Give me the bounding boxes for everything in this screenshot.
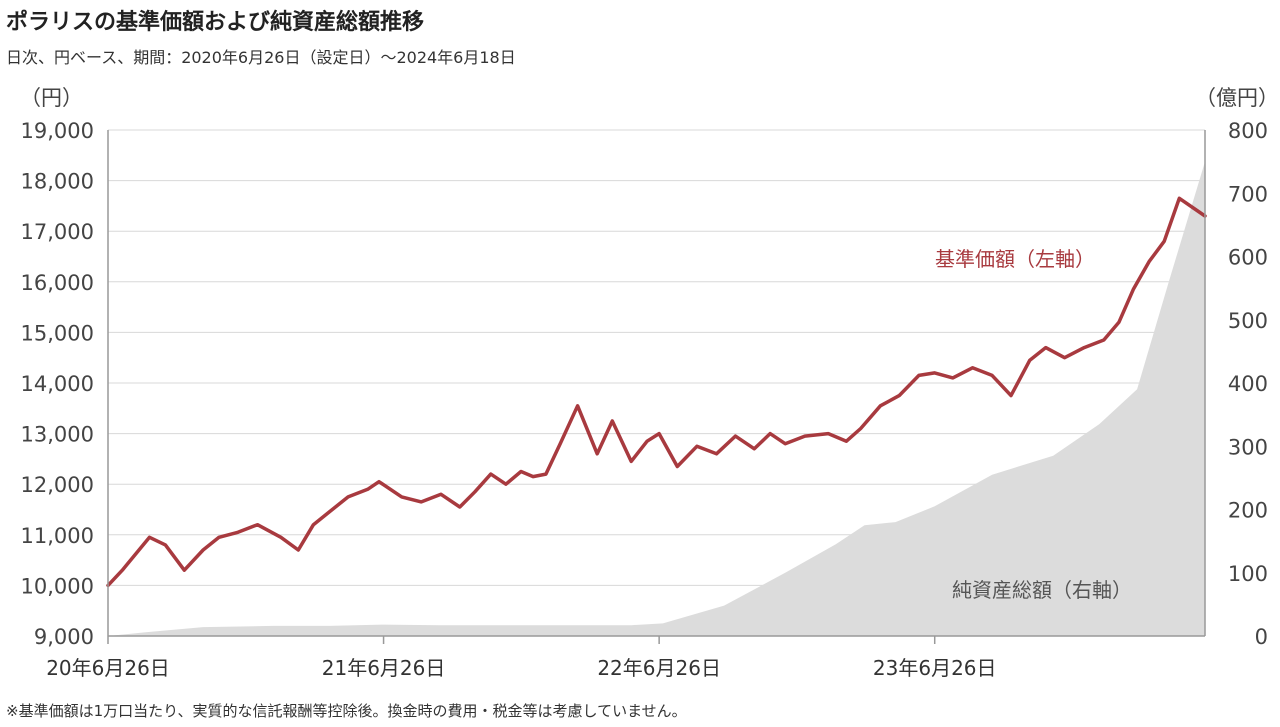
y-left-tick-label: 17,000 [21,220,94,244]
y-left-tick-label: 12,000 [21,473,94,497]
y-left-tick-label: 14,000 [21,372,94,396]
x-tick-label: 23年6月26日 [873,656,997,680]
y-left-tick-label: 11,000 [21,524,94,548]
footnote: ※基準価額は1万口当たり、実質的な信託報酬等控除後。換金時の費用・税金等は考慮し… [6,702,687,720]
x-tick-label: 21年6月26日 [322,656,446,680]
y-right-tick-label: 700 [1228,182,1268,206]
right-axis-unit: （億円） [1195,86,1279,110]
y-right-tick-label: 800 [1228,119,1268,143]
y-right-tick-label: 400 [1228,372,1268,396]
y-left-tick-label: 10,000 [21,574,94,598]
y-left-tick-label: 9,000 [34,625,94,649]
x-tick-label: 20年6月26日 [46,656,170,680]
nav-line-series [106,196,1207,588]
nav-line [106,196,1207,588]
x-tick-label: 22年6月26日 [597,656,721,680]
y-right-tick-label: 100 [1228,562,1268,586]
y-left-tick-label: 18,000 [21,170,94,194]
left-axis-unit: （円） [20,86,83,110]
aum-series-label: 純資産総額（右軸） [952,578,1132,602]
nav-series-label: 基準価額（左軸） [935,247,1095,271]
aum-area-series [108,161,1205,636]
y-right-tick-label: 500 [1228,309,1268,333]
y-right-tick-label: 300 [1228,435,1268,459]
y-left-tick-label: 16,000 [21,271,94,295]
chart-title: ポラリスの基準価額および純資産総額推移 [6,10,425,35]
y-right-tick-label: 600 [1228,246,1268,270]
axes: 9,000 10,000 11,000 12,000 13,000 14,000 15,00… [21,119,1268,680]
y-left-tick-label: 15,000 [21,321,94,345]
chart-subtitle: 日次、円ベース、期間：2020年6月26日（設定日）～2024年6月18日 [6,48,516,67]
y-right-tick-label: 0 [1255,625,1268,649]
aum-area [108,161,1205,636]
y-left-tick-label: 19,000 [21,119,94,143]
y-right-tick-label: 200 [1228,499,1268,523]
y-left-tick-label: 13,000 [21,423,94,447]
